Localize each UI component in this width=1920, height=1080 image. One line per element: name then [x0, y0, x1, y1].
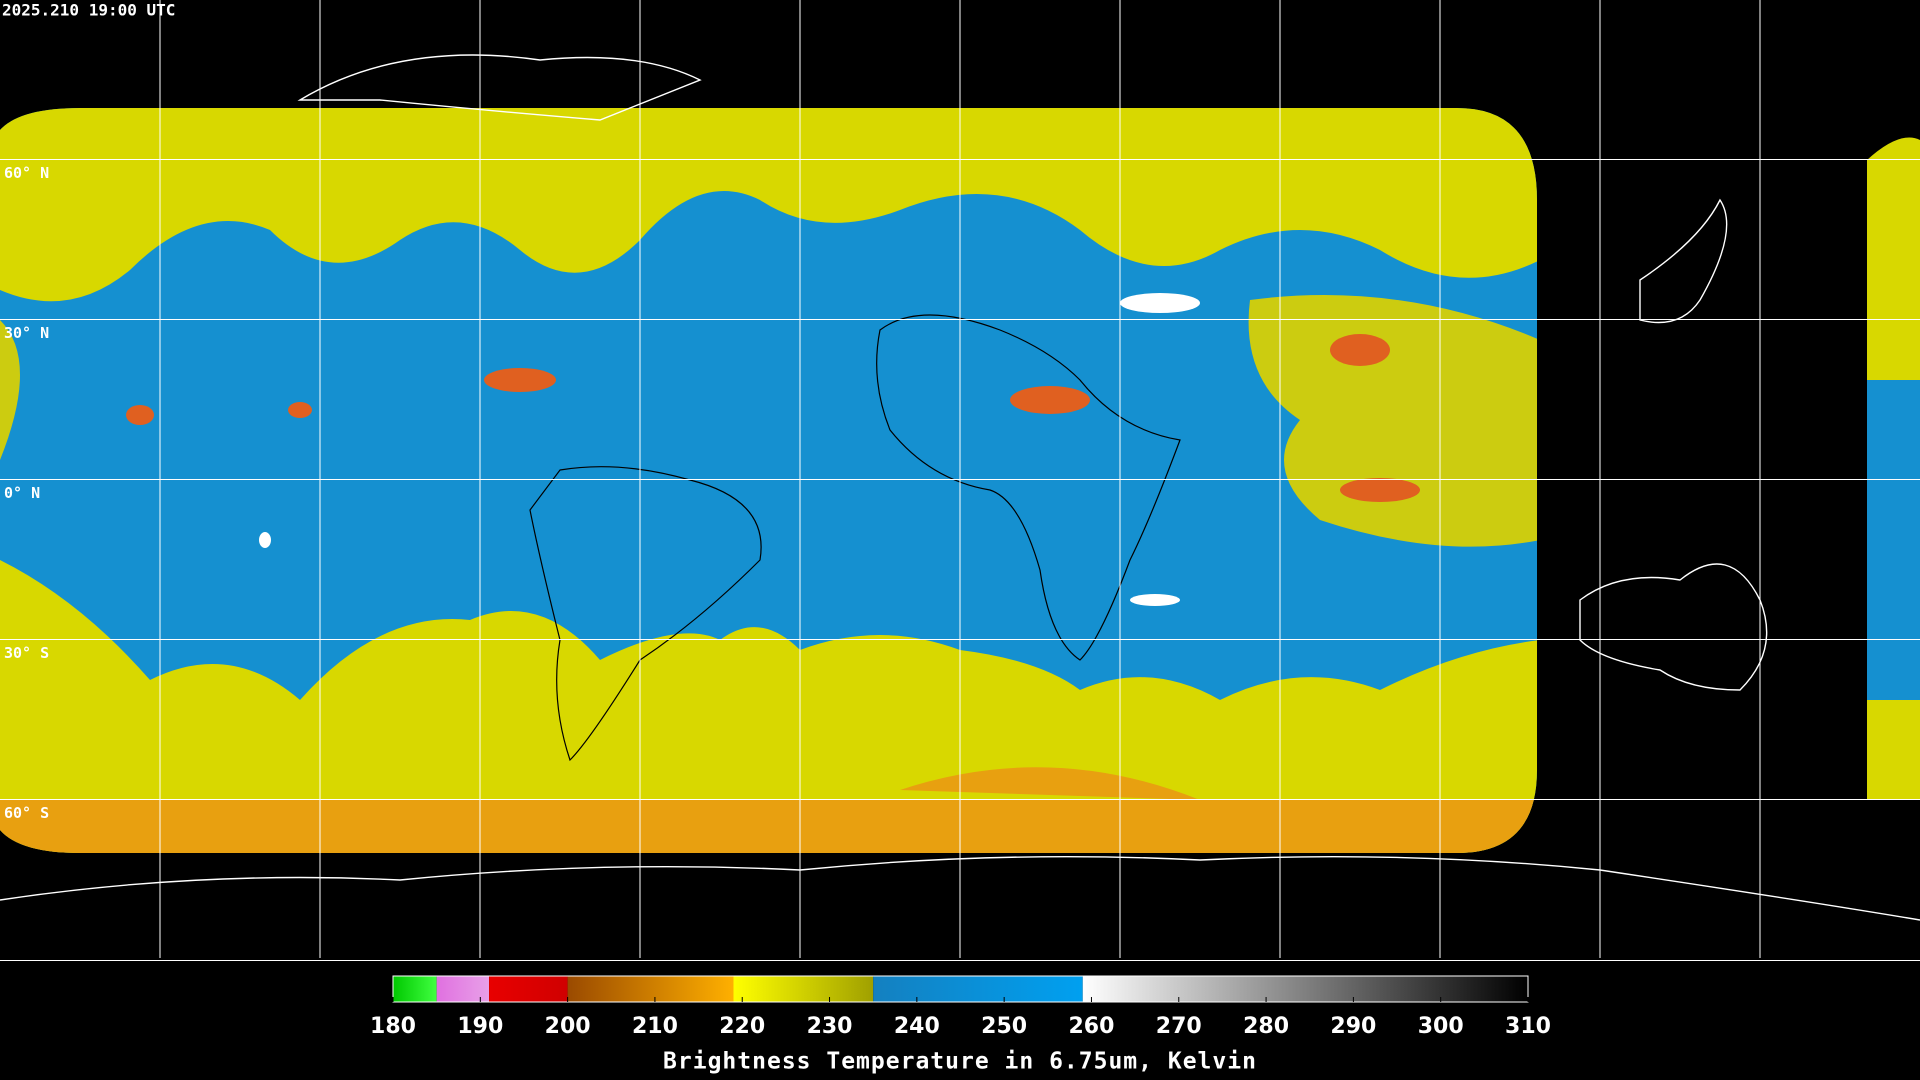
colorbar-tick-label: 180	[370, 1014, 416, 1039]
colorbar: 180 190 200 210 220 230 240 250 260 270 280 290 300 3…	[370, 975, 1551, 1039]
latitude-labels: 60° N 30° N 0° N 30° S 60° S	[4, 164, 49, 822]
latitude-label: 0° N	[4, 484, 40, 502]
latitude-label: 60° N	[4, 164, 49, 182]
colorbar-segment	[393, 976, 437, 1002]
colorbar-frame	[392, 975, 1529, 1003]
latitude-label: 30° N	[4, 324, 49, 342]
convection	[126, 334, 1420, 502]
colorbar-tick-label: 240	[894, 1014, 940, 1039]
colorbar-tick-label: 300	[1418, 1014, 1464, 1039]
colorbar-label: Brightness Temperature in 6.75um, Kelvin	[663, 1049, 1257, 1075]
colorbar-tick-label: 280	[1243, 1014, 1289, 1039]
map-frame	[0, 960, 1920, 961]
warm-band-south	[0, 767, 1537, 853]
colorbar-tick-label: 220	[719, 1014, 765, 1039]
australia-coast	[1579, 563, 1768, 691]
colorbar-segment	[873, 976, 1083, 1002]
colorbar-tick-label: 190	[457, 1014, 503, 1039]
colorbar-segment	[567, 976, 734, 1002]
colorbar-tick-label: 210	[632, 1014, 678, 1039]
colorbar-tick-label: 270	[1156, 1014, 1202, 1039]
latitude-label: 30° S	[4, 644, 49, 662]
imagery-wrap-moist	[1867, 380, 1920, 700]
graticule	[0, 0, 1920, 958]
colorbar-tick-label: 260	[1068, 1014, 1114, 1039]
colorbar-tick-label: 310	[1505, 1014, 1551, 1039]
colorbar-segment	[733, 976, 874, 1002]
colorbar-tick-label: 230	[807, 1014, 853, 1039]
greenland-coast	[297, 54, 702, 121]
antarctica-coast	[0, 855, 1920, 921]
warm-dry-patches	[259, 293, 1200, 606]
colorbar-segment	[436, 976, 490, 1002]
east-asia-coast	[1639, 198, 1728, 324]
colorbar-segment	[1082, 976, 1528, 1002]
colorbar-tick-label: 250	[981, 1014, 1027, 1039]
colorbar-tick-label: 200	[545, 1014, 591, 1039]
colorbar-segment	[489, 976, 568, 1002]
africa-coast	[876, 314, 1181, 661]
imagery	[0, 108, 1537, 853]
dry-patch	[0, 295, 1537, 547]
latitude-label: 60° S	[4, 804, 49, 822]
dry-band-north	[0, 108, 1537, 302]
colorbar-tick-label: 290	[1330, 1014, 1376, 1039]
timestamp: 2025.210 19:00 UTC	[2, 1, 175, 20]
